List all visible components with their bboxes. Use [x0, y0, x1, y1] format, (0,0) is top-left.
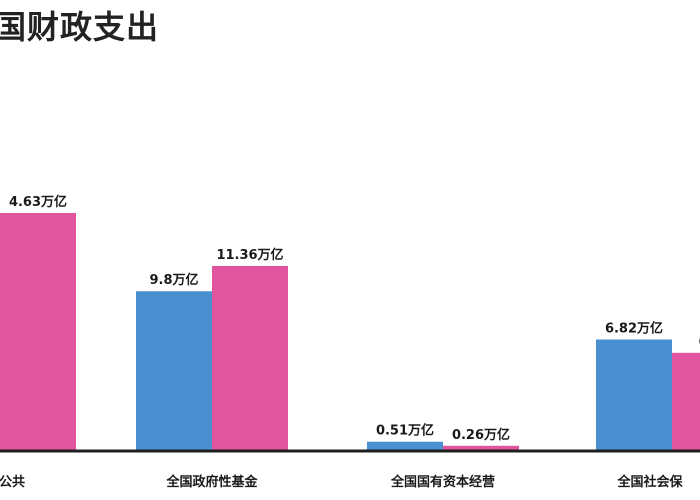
data-label-series1-2: 9.8万亿: [149, 272, 198, 288]
bar-series1-4: [596, 339, 672, 450]
data-label-series1-4: 6.82万亿: [605, 321, 663, 337]
data-label-series2-1: 4.63万亿: [9, 194, 67, 210]
data-label-series2-2: 11.36万亿: [216, 247, 283, 263]
bar-series2-2: [212, 265, 288, 450]
bar-series1-2: [136, 291, 212, 450]
data-labels-layer: 9.8万亿 0.51万亿 6.82万亿 4.63万亿 11.36万亿 0.26万亿 6.0: [9, 194, 700, 443]
bar-series2-4: [672, 352, 700, 450]
data-label-series1-3: 0.51万亿: [376, 423, 434, 439]
bar-series2-1: [0, 212, 76, 450]
data-label-series2-4: 6.0: [698, 335, 700, 350]
category-label-4: 全国社会保: [616, 474, 683, 490]
data-label-series2-3: 0.26万亿: [452, 427, 510, 443]
category-label-2: 全国政府性基金: [165, 474, 258, 490]
category-label-3: 全国国有资本经营: [390, 474, 495, 490]
bar-series2-3: [443, 445, 519, 450]
category-label-1: 公共: [0, 474, 25, 490]
category-labels-layer: 公共 全国政府性基金 全国国有资本经营 全国社会保: [0, 474, 683, 490]
chart-title: 国财政支出: [0, 8, 160, 46]
bars-layer: [0, 212, 700, 450]
bar-series1-3: [367, 441, 443, 450]
